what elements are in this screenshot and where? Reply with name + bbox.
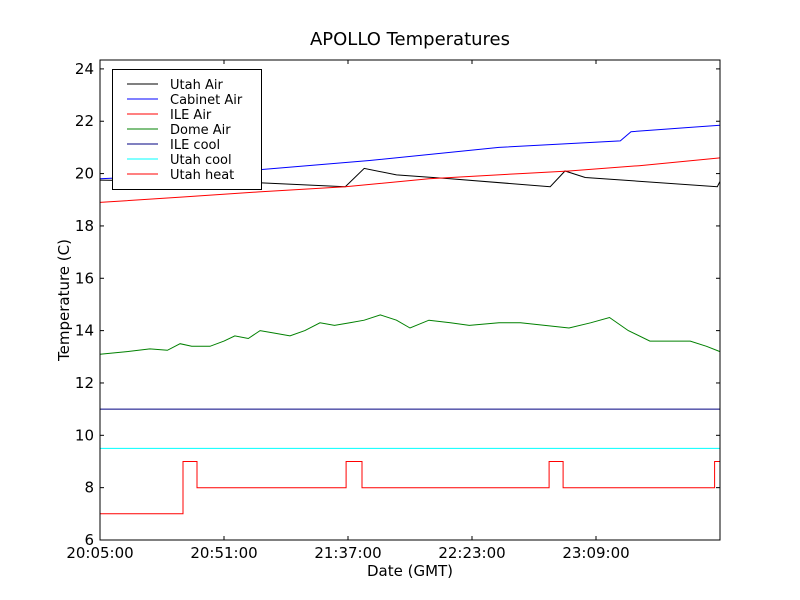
legend-label: Cabinet Air (170, 93, 243, 108)
x-tick-label: 23:09:00 (562, 544, 629, 562)
y-tick-label: 18 (75, 217, 94, 235)
y-tick-label: 20 (75, 165, 94, 183)
y-tick-label: 24 (75, 60, 94, 78)
legend-label: ILE cool (170, 138, 220, 153)
legend-label: Utah Air (170, 78, 223, 93)
x-tick-label: 22:23:00 (438, 544, 505, 562)
y-tick-label: 8 (84, 479, 94, 497)
y-tick-label: 10 (75, 426, 94, 444)
legend-label: Dome Air (170, 123, 231, 138)
legend-label: Utah cool (170, 153, 232, 168)
x-tick-label: 20:05:00 (66, 544, 133, 562)
series-line-utah-heat (100, 461, 720, 515)
chart-title: APOLLO Temperatures (310, 29, 510, 50)
y-tick-label: 16 (75, 269, 94, 287)
x-axis-label: Date (GMT) (367, 562, 453, 580)
series-line-dome-air (99, 314, 721, 355)
plot-frame (99, 59, 721, 541)
y-tick-label: 14 (75, 322, 94, 340)
y-tick-label: 22 (75, 112, 94, 130)
x-tick-label: 21:37:00 (314, 544, 381, 562)
ticks-layer: 20:05:00 20:51:00 21:37:00 22:23:00 23:09:00… (66, 60, 720, 562)
y-tick-label: 12 (75, 374, 94, 392)
series-line-ile-air (99, 157, 721, 203)
y-axis-label: Temperature (C) (55, 239, 73, 362)
y-tick-label: 6 (84, 531, 94, 549)
x-tick-label: 20:51:00 (190, 544, 257, 562)
legend-label: Utah heat (170, 168, 234, 183)
legend-label: ILE Air (170, 108, 212, 123)
